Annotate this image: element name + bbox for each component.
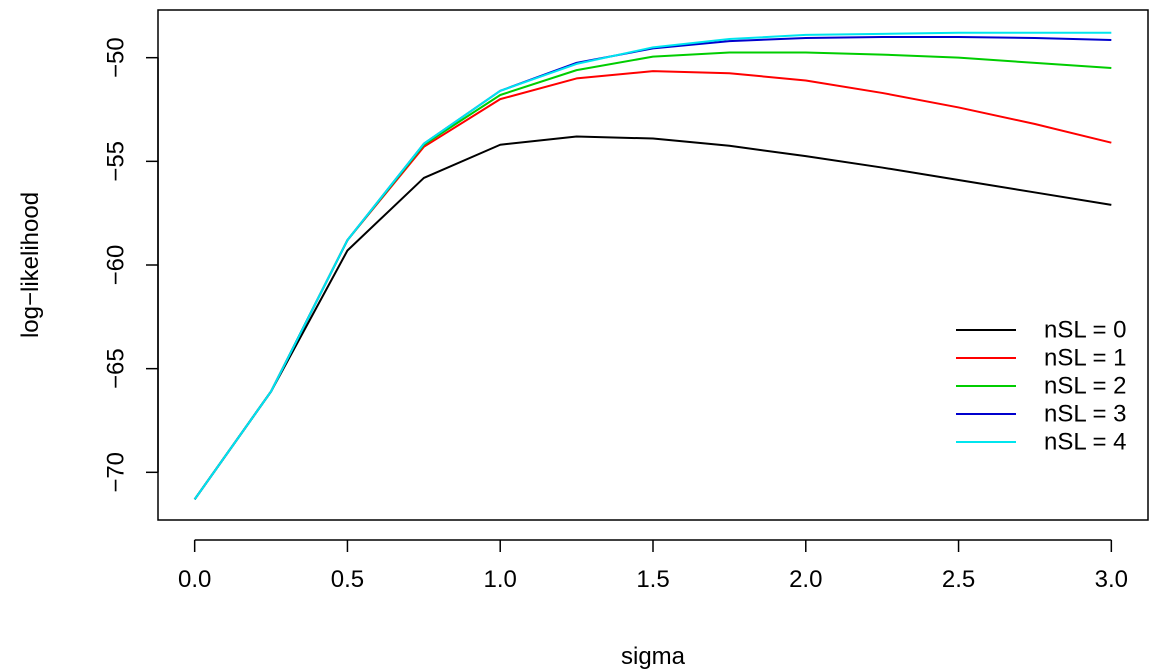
- legend-label: nSL = 3: [1044, 401, 1127, 428]
- x-axis-title: sigma: [621, 643, 686, 670]
- series-lines: [193, 31, 1112, 500]
- series-line: [193, 35, 1112, 500]
- y-axis-title: log−likelihood: [17, 192, 44, 338]
- series-line: [193, 31, 1112, 500]
- y-axis: −70 −65 −60 −55 −50: [103, 37, 159, 493]
- legend-label: nSL = 4: [1044, 429, 1127, 456]
- x-tick-label: 2.0: [789, 566, 822, 593]
- y-tick-label: −55: [103, 141, 130, 182]
- x-tick-label: 3.0: [1095, 566, 1128, 593]
- series-line: [193, 51, 1112, 500]
- series-line: [193, 70, 1112, 500]
- legend-label: nSL = 1: [1044, 345, 1127, 372]
- y-tick-label: −70: [103, 452, 130, 493]
- x-tick-label: 0.0: [178, 566, 211, 593]
- plot-frame: [157, 9, 1149, 521]
- x-axis: 0.0 0.5 1.0 1.5 2.0 2.5 3.0: [178, 539, 1128, 593]
- y-tick-label: −50: [103, 37, 130, 78]
- y-tick-label: −60: [103, 245, 130, 286]
- legend-label: nSL = 0: [1044, 317, 1127, 344]
- legend-label: nSL = 2: [1044, 373, 1127, 400]
- x-tick-label: 1.0: [484, 566, 517, 593]
- series-line: [193, 135, 1112, 500]
- x-tick-label: 1.5: [636, 566, 669, 593]
- x-tick-label: 0.5: [331, 566, 364, 593]
- y-tick-label: −65: [103, 348, 130, 389]
- x-tick-label: 2.5: [942, 566, 975, 593]
